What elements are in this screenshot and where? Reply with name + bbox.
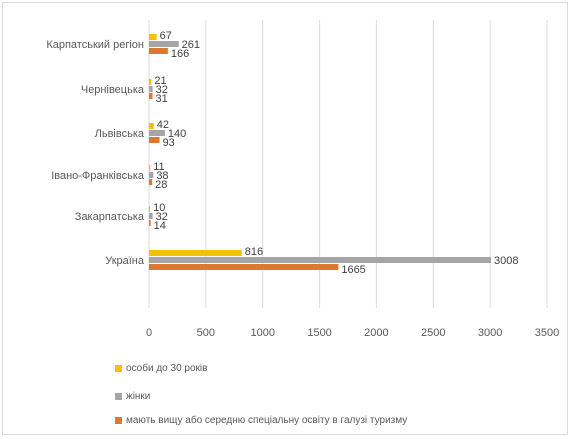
category-label: Івано-Франківська: [51, 170, 145, 182]
category-label: Чернівецька: [81, 84, 145, 96]
bar: [149, 179, 153, 185]
bar: [149, 86, 153, 92]
legend-item-1: жінки: [115, 391, 150, 402]
data-label: 166: [171, 48, 189, 60]
legend-item-2: мають вищу або середню спеціальну освіту…: [115, 415, 407, 426]
legend-label-1: жінки: [126, 391, 151, 402]
bar: [149, 250, 242, 256]
category-label: Львівська: [95, 128, 145, 140]
chart-frame: [2, 2, 568, 435]
x-tick-label: 2000: [364, 327, 388, 339]
data-label: 3008: [494, 255, 518, 267]
bar: [149, 257, 492, 263]
x-tick-label: 1000: [250, 327, 274, 339]
category-label: Закарпатська: [75, 211, 145, 223]
category-label: Карпатський регіон: [46, 39, 144, 51]
legend-label-2: мають вищу або середню спеціальну освіту…: [126, 415, 408, 426]
data-label: 21: [154, 75, 166, 87]
x-tick-label: 3000: [478, 327, 502, 339]
data-label: 10: [153, 202, 165, 214]
x-tick-label: 500: [197, 327, 215, 339]
bar: [149, 213, 153, 219]
x-tick-label: 0: [146, 327, 152, 339]
data-label: 1665: [341, 264, 365, 276]
bar: [149, 264, 339, 270]
data-label: 28: [155, 179, 167, 191]
x-tick-label: 3500: [535, 327, 559, 339]
legend-swatch-2: [115, 417, 122, 424]
x-tick-label: 2500: [421, 327, 445, 339]
bar: [149, 206, 151, 212]
data-label: 38: [156, 170, 168, 182]
data-label: 32: [156, 84, 168, 96]
legend-item-0: особи до 30 років: [115, 363, 207, 374]
bar: [149, 48, 168, 54]
data-label: 140: [168, 128, 186, 140]
bar: [149, 165, 151, 171]
x-tick-label: 1500: [307, 327, 331, 339]
bar: [149, 220, 151, 226]
data-label: 42: [157, 119, 169, 131]
bar: [149, 137, 160, 143]
bar: [149, 123, 154, 129]
data-label: 11: [153, 161, 164, 173]
data-labels: 67 21 42 11 10 816 261 32 140 38 32 3008 166 31 93 28 14…: [153, 30, 518, 276]
legend-swatch-0: [115, 365, 122, 372]
data-label: 31: [156, 93, 168, 105]
data-label: 261: [182, 39, 200, 51]
bar: [149, 130, 165, 136]
data-label: 816: [245, 246, 263, 258]
data-label: 32: [156, 211, 168, 223]
bar: [149, 41, 179, 47]
bar: [149, 79, 152, 85]
category-labels: Карпатський регіон Чернівецька Львівська Ів…: [46, 39, 145, 267]
data-label: 67: [160, 30, 172, 42]
data-label: 14: [154, 220, 166, 232]
bars: [149, 34, 492, 270]
bar: [149, 172, 154, 178]
bar: [149, 34, 157, 40]
x-tick-labels: 0 500 1000 1500 2000 2500 3000 3500: [146, 327, 559, 339]
category-label: Україна: [105, 255, 145, 267]
bar: [149, 93, 153, 99]
legend-label-0: особи до 30 років: [126, 363, 208, 374]
data-label: 93: [163, 137, 175, 149]
legend-swatch-1: [115, 393, 122, 400]
